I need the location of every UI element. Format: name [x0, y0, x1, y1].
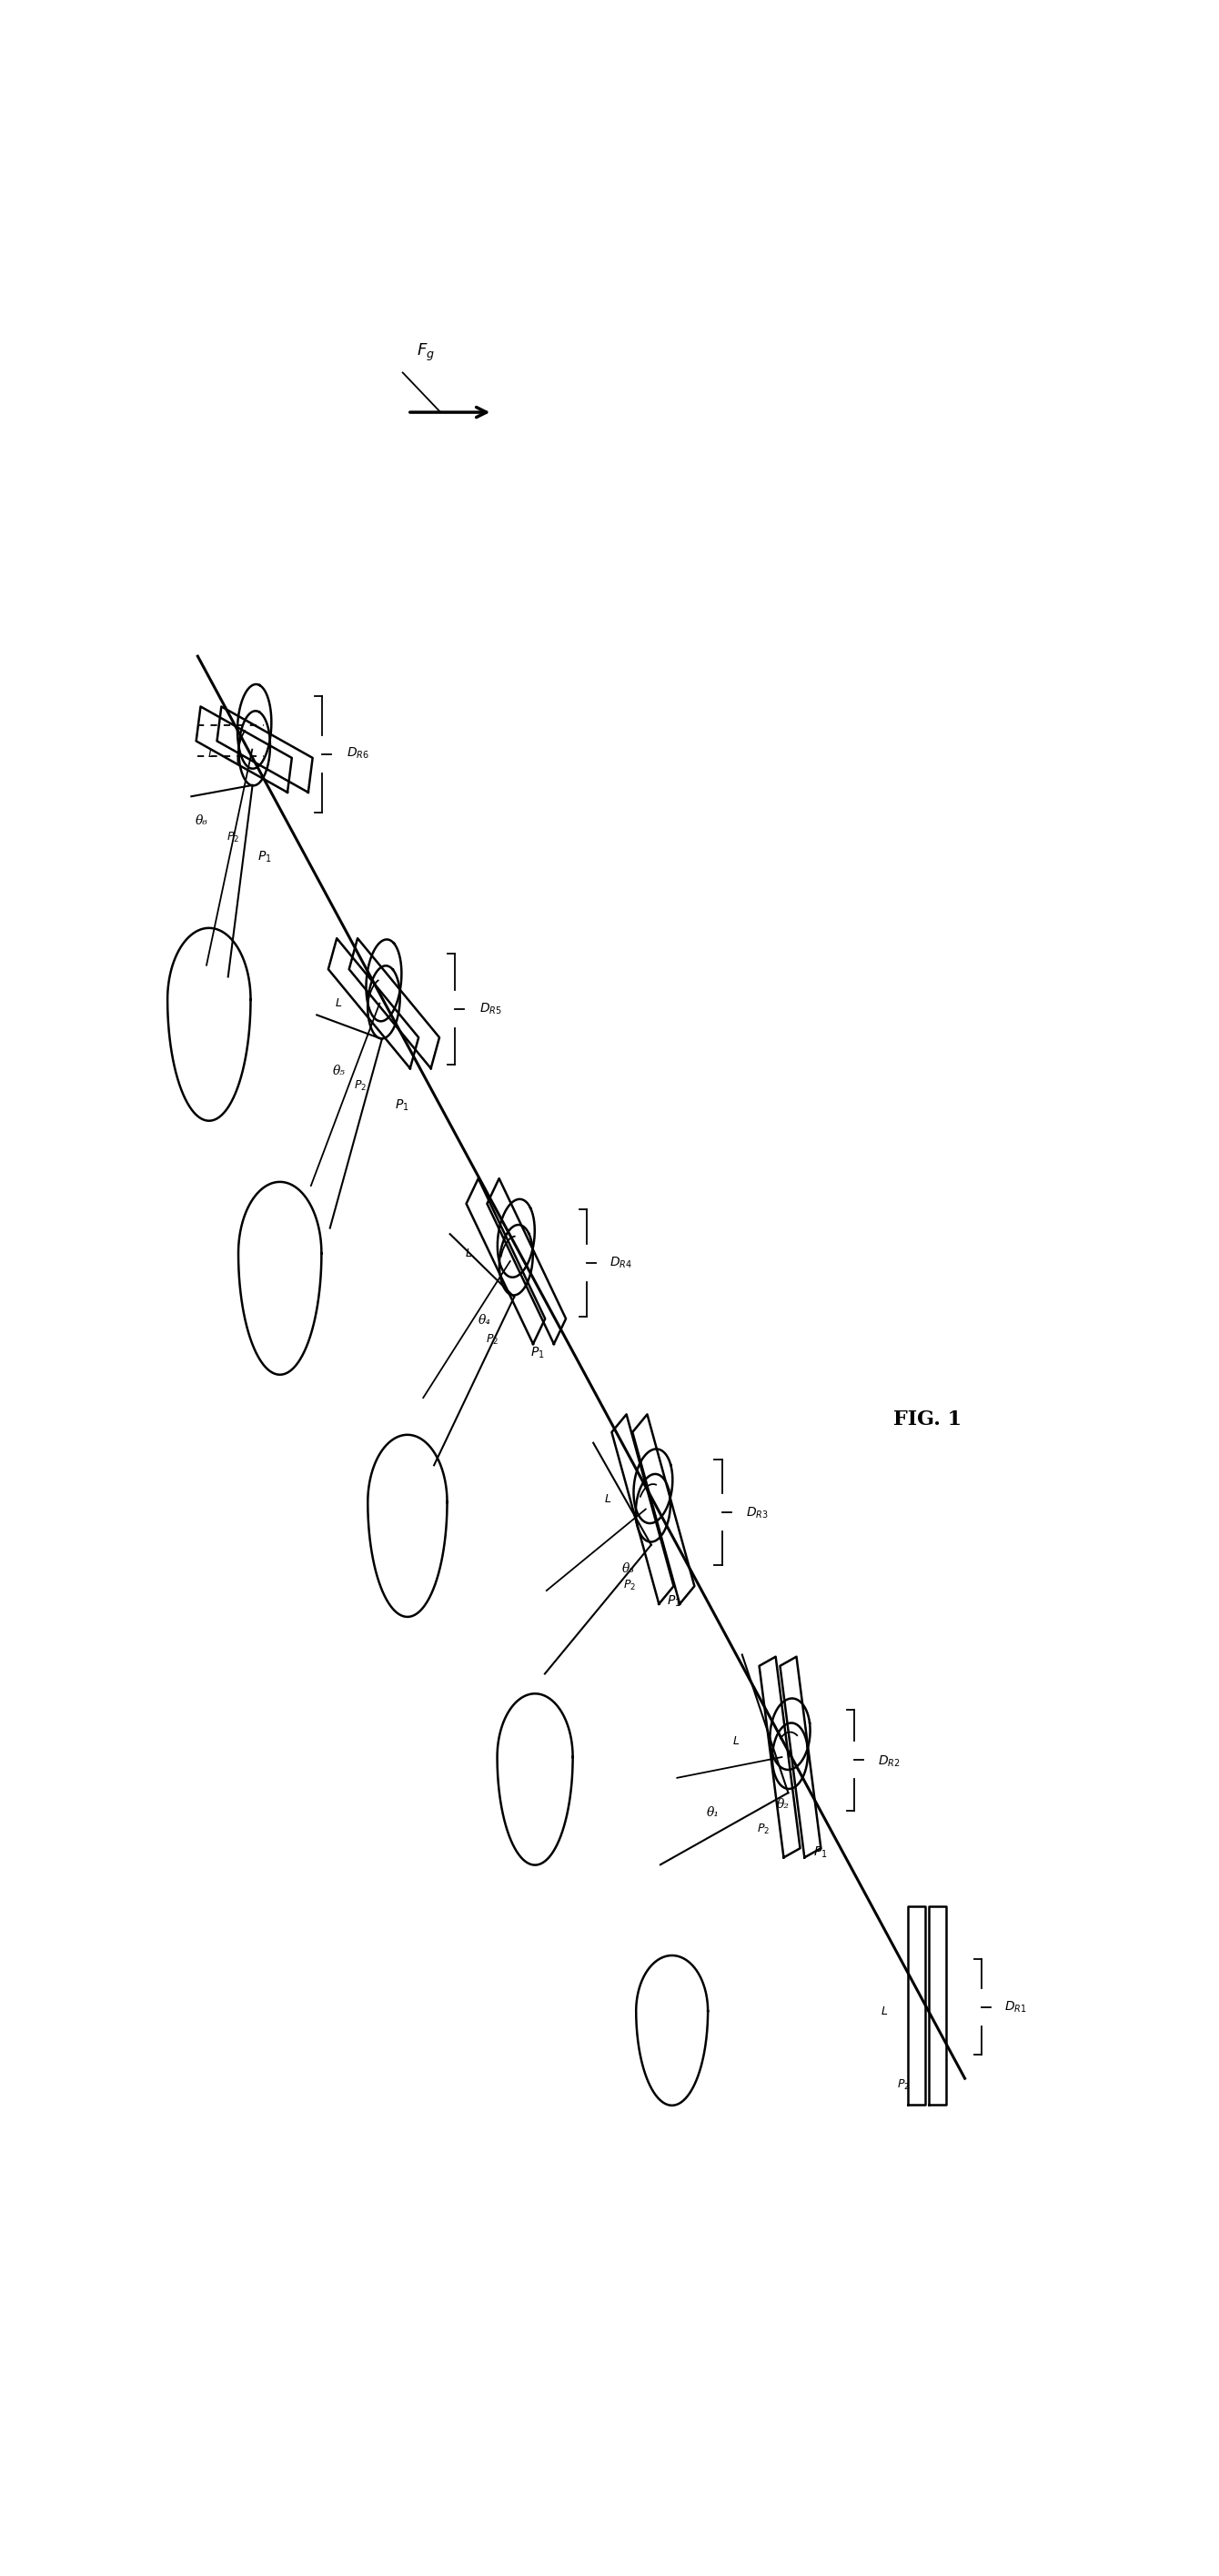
Text: $L$: $L$: [881, 2004, 889, 2017]
Text: $L$: $L$: [335, 997, 343, 1010]
Text: θ₃: θ₃: [622, 1561, 635, 1574]
Text: $D_{R5}$: $D_{R5}$: [479, 1002, 502, 1018]
Text: $P_2$: $P_2$: [354, 1079, 367, 1092]
Text: θ₄: θ₄: [479, 1314, 491, 1327]
Text: $L$: $L$: [207, 747, 215, 760]
Text: $P_1$: $P_1$: [530, 1345, 545, 1360]
Text: $D_{R1}$: $D_{R1}$: [1004, 1999, 1026, 2014]
Text: $P_2$: $P_2$: [623, 1579, 636, 1592]
Text: θ₅: θ₅: [333, 1064, 346, 1077]
Text: θ₂: θ₂: [777, 1798, 790, 1811]
Text: $D_{R4}$: $D_{R4}$: [610, 1255, 633, 1270]
Text: $L$: $L$: [603, 1494, 612, 1504]
Text: $D_{R2}$: $D_{R2}$: [878, 1754, 901, 1770]
Text: θ₆: θ₆: [195, 814, 208, 827]
Text: $P_2$: $P_2$: [227, 832, 239, 845]
Text: $L$: $L$: [733, 1736, 740, 1747]
Text: $P_2$: $P_2$: [757, 1824, 770, 1837]
Text: $P_2$: $P_2$: [897, 2079, 909, 2092]
Text: $D_{R6}$: $D_{R6}$: [347, 747, 369, 760]
Text: θ₁: θ₁: [706, 1806, 719, 1819]
Text: $D_{R3}$: $D_{R3}$: [746, 1504, 768, 1520]
Text: $F_g$: $F_g$: [417, 343, 435, 363]
Text: $P_1$: $P_1$: [395, 1097, 410, 1113]
Text: FIG. 1: FIG. 1: [892, 1409, 962, 1430]
Text: $P_1$: $P_1$: [813, 1844, 828, 1860]
Text: $P_1$: $P_1$: [667, 1595, 681, 1607]
Text: $P_2$: $P_2$: [486, 1332, 499, 1347]
Text: $P_1$: $P_1$: [257, 850, 272, 866]
Text: $L$: $L$: [466, 1247, 473, 1260]
